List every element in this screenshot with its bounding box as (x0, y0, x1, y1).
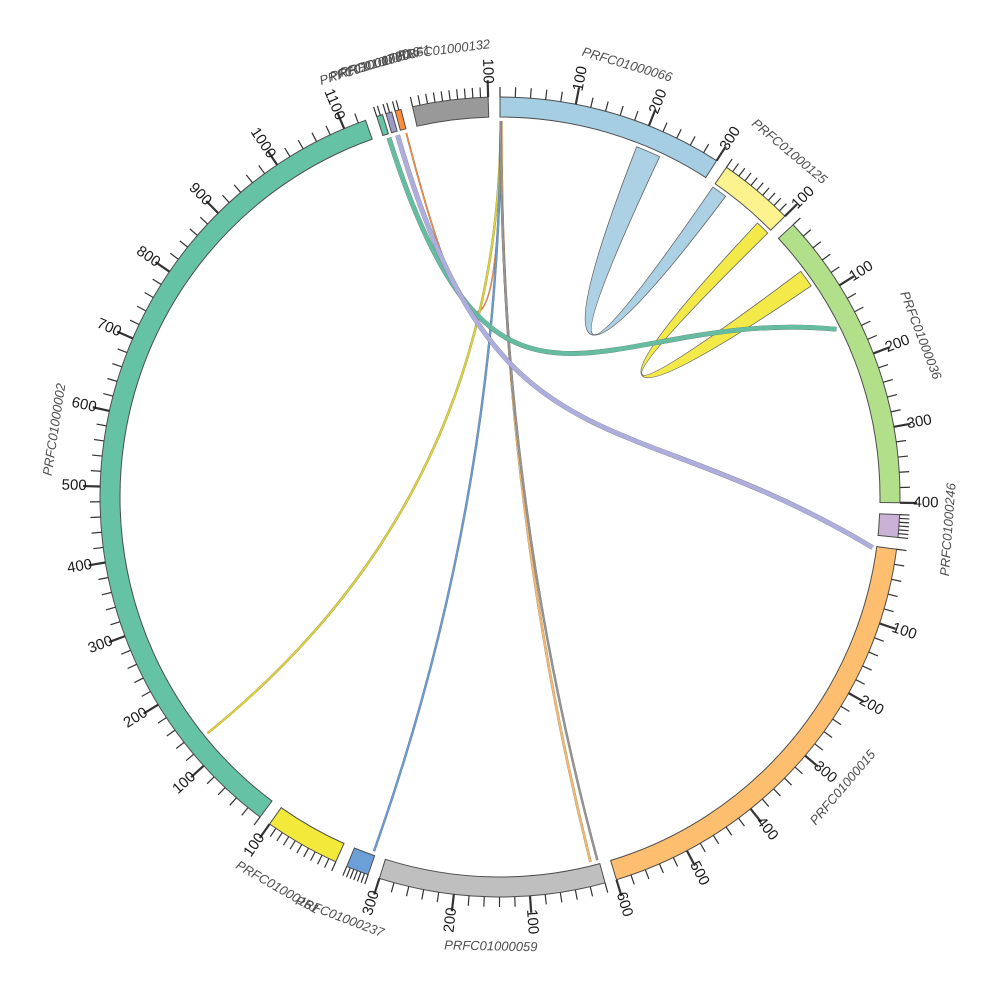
svg-text:100: 100 (479, 58, 497, 84)
svg-text:400: 400 (913, 494, 938, 511)
svg-text:200: 200 (440, 907, 460, 934)
svg-text:100: 100 (523, 909, 542, 935)
svg-text:PRFC01000059: PRFC01000059 (444, 937, 538, 954)
svg-text:500: 500 (61, 476, 86, 494)
